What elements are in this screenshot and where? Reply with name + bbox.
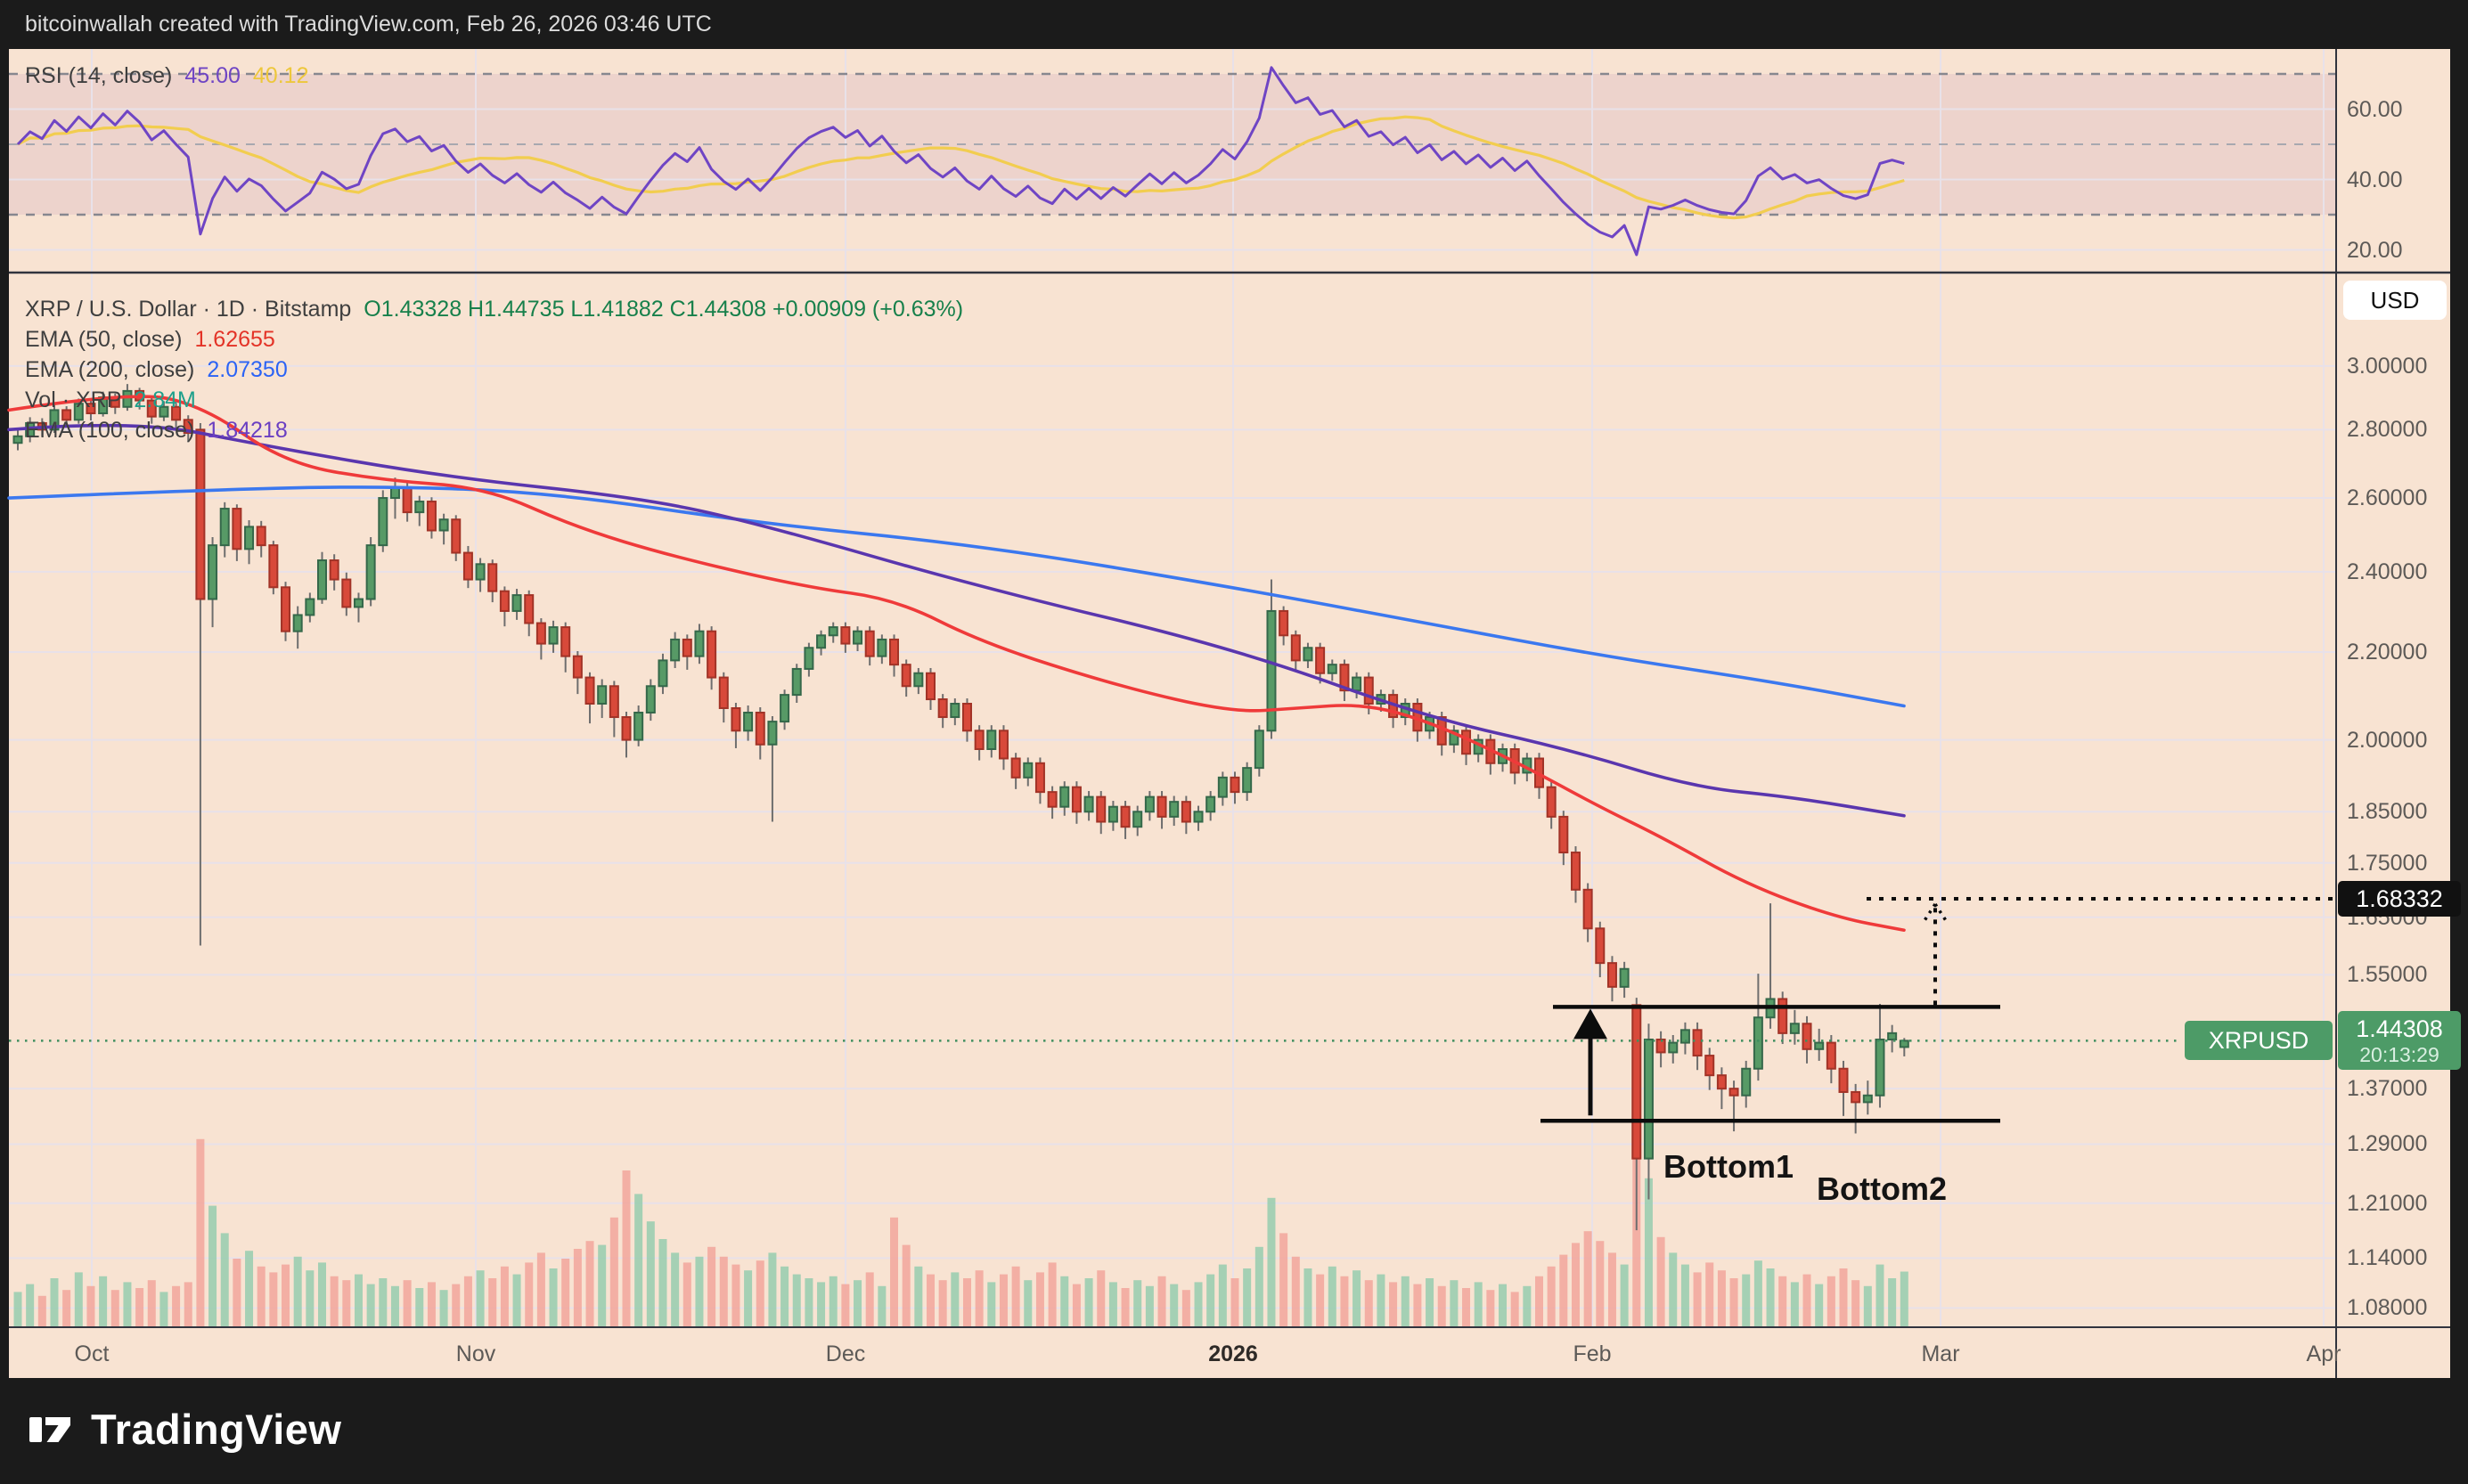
rsi-axis-label: 40.00	[2347, 167, 2403, 192]
legend-row-ema50[interactable]: EMA (50, close) 1.62655	[25, 324, 963, 355]
price-axis-label: 1.85000	[2347, 799, 2428, 825]
ema50-label: EMA (50, close)	[25, 326, 183, 352]
symbol-title: XRP / U.S. Dollar · 1D · Bitstamp	[25, 296, 352, 322]
bottom2-annotation[interactable]: Bottom2	[1817, 1170, 1947, 1207]
time-axis-label: Apr	[2306, 1341, 2341, 1366]
ema100-value: 1.84218	[207, 417, 288, 443]
price-axis-label: 1.29000	[2347, 1131, 2428, 1157]
time-axis-label: Mar	[1921, 1341, 1960, 1366]
rsi-axis-label: 60.00	[2347, 96, 2403, 122]
price-axis-label: 1.37000	[2347, 1076, 2428, 1102]
ema100-label: EMA (100, close)	[25, 417, 195, 443]
rsi-value: 45.00	[184, 62, 241, 88]
attribution-header: bitcoinwallah created with TradingView.c…	[25, 12, 712, 37]
ema200-label: EMA (200, close)	[25, 356, 195, 382]
symbol-legend[interactable]: XRP / U.S. Dollar · 1D · Bitstamp O1.433…	[25, 294, 963, 445]
price-axis-label: 2.00000	[2347, 727, 2428, 753]
ema50-value: 1.62655	[194, 326, 275, 352]
tradingview-watermark: TradingView	[27, 1404, 342, 1454]
rsi-ma-value: 40.12	[252, 62, 309, 88]
tradingview-logo-icon	[29, 1417, 70, 1442]
tradingview-wordmark: TradingView	[91, 1405, 342, 1453]
price-axis-label: 2.60000	[2347, 485, 2428, 511]
currency-toggle-button[interactable]: USD	[2343, 281, 2447, 320]
legend-row-volume[interactable]: Vol · XRP 2.84M	[25, 385, 963, 415]
time-axis-label: Feb	[1573, 1341, 1612, 1366]
time-axis-label: 2026	[1208, 1341, 1258, 1366]
price-axis-label: 1.14000	[2347, 1245, 2428, 1271]
target-price-label: 1.68332	[2338, 881, 2461, 917]
ohlc-values: O1.43328 H1.44735 L1.41882 C1.44308 +0.0…	[364, 296, 964, 322]
time-axis-label: Oct	[74, 1341, 110, 1366]
legend-row-ema100[interactable]: EMA (100, close) 1.84218	[25, 415, 963, 445]
bottom1-annotation[interactable]: Bottom1	[1663, 1148, 1794, 1185]
volume-value: 2.84M	[134, 387, 196, 412]
rsi-legend-label: RSI (14, close)	[25, 62, 173, 88]
price-axis-label: 2.20000	[2347, 639, 2428, 665]
price-axis-label: 1.08000	[2347, 1295, 2428, 1321]
bar-countdown: 20:13:29	[2359, 1043, 2439, 1067]
price-axis-label: 3.00000	[2347, 353, 2428, 379]
price-axis-label: 1.55000	[2347, 962, 2428, 988]
volume-label: Vol · XRP	[25, 387, 122, 412]
last-price-label: 1.44308 20:13:29	[2338, 1011, 2461, 1071]
time-axis-label: Nov	[455, 1341, 496, 1366]
price-axis-label: 2.80000	[2347, 417, 2428, 443]
ema200-value: 2.07350	[207, 356, 288, 382]
legend-row-ema200[interactable]: EMA (200, close) 2.07350	[25, 355, 963, 385]
rsi-axis-label: 20.00	[2347, 237, 2403, 263]
price-axis-label: 1.75000	[2347, 850, 2428, 876]
time-axis-label: Dec	[825, 1341, 866, 1366]
price-axis-label: 1.21000	[2347, 1190, 2428, 1216]
rsi-legend[interactable]: RSI (14, close) 45.00 40.12	[25, 61, 308, 91]
price-axis-label: 2.40000	[2347, 559, 2428, 584]
symbol-price-tag: XRPUSD	[2185, 1021, 2333, 1061]
last-price-value: 1.44308	[2356, 1015, 2443, 1043]
